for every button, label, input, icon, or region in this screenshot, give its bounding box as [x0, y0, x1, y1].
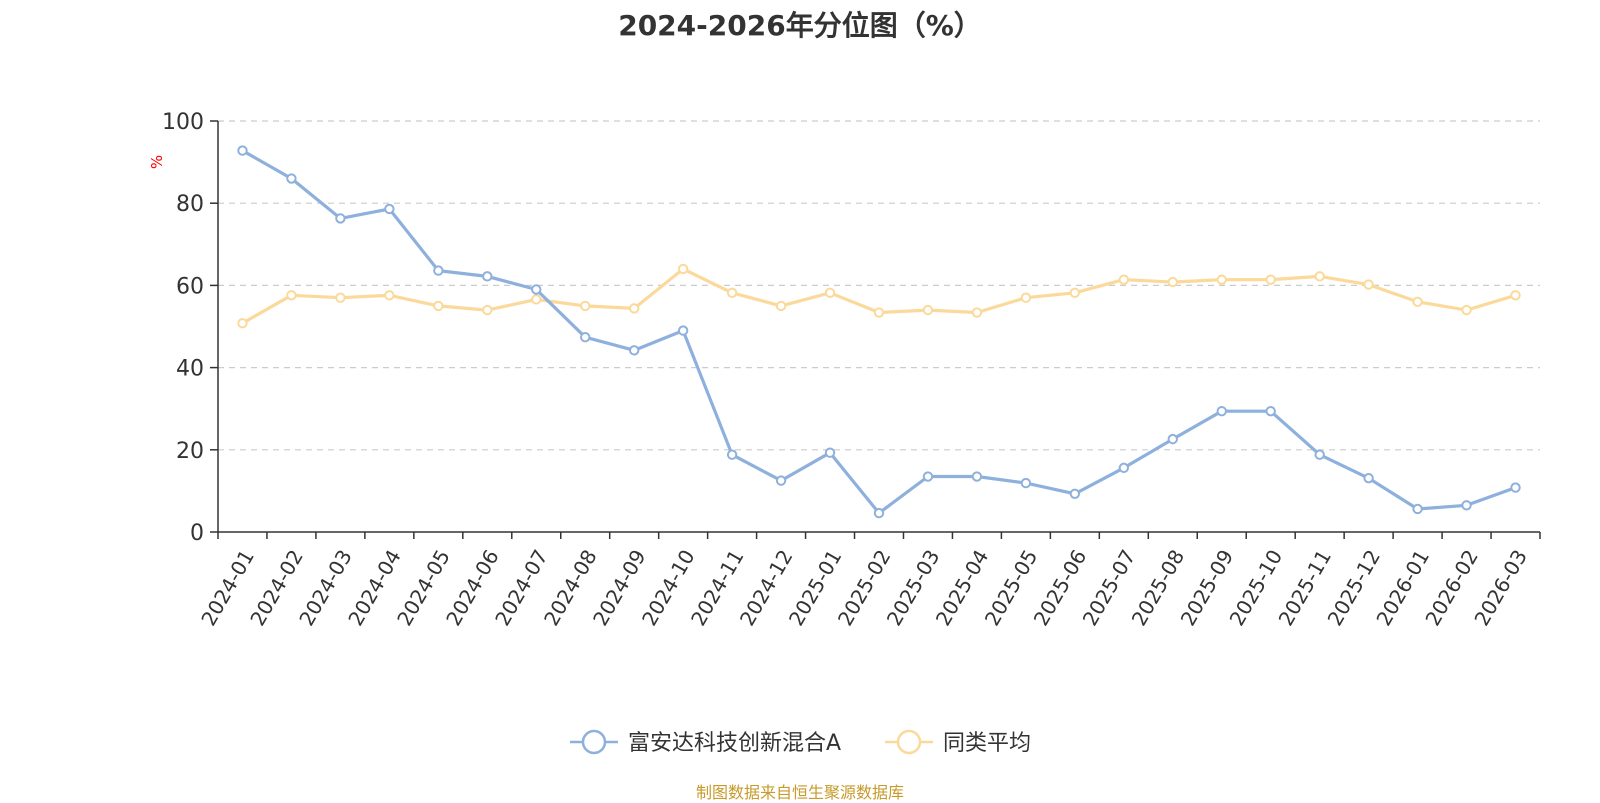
- legend-label: 同类平均: [943, 731, 1031, 756]
- data-point[interactable]: [384, 203, 395, 215]
- y-tick-label: 60: [176, 274, 204, 299]
- data-point[interactable]: [1461, 304, 1472, 316]
- data-point[interactable]: [1216, 405, 1227, 417]
- series-0: [237, 145, 1521, 519]
- data-point[interactable]: [237, 145, 248, 156]
- data-point[interactable]: [1265, 274, 1276, 285]
- y-tick-label: 20: [176, 439, 204, 464]
- data-point[interactable]: [286, 290, 297, 301]
- legend[interactable]: 富安达科技创新混合A 同类平均: [570, 729, 1031, 756]
- data-point[interactable]: [775, 475, 787, 486]
- chart-title: 2024-2026年分位图（%）: [618, 9, 982, 42]
- data-point[interactable]: [384, 290, 395, 301]
- data-point[interactable]: [1216, 274, 1227, 285]
- legend-marker-icon: [581, 729, 607, 755]
- y-tick-label: 100: [162, 110, 204, 135]
- data-point[interactable]: [824, 287, 836, 298]
- data-point[interactable]: [1363, 472, 1374, 484]
- data-point[interactable]: [971, 307, 983, 318]
- data-point[interactable]: [335, 292, 346, 303]
- legend-marker-icon: [896, 729, 922, 755]
- data-point[interactable]: [1118, 462, 1130, 474]
- y-tick-label: 80: [176, 192, 204, 217]
- legend-item[interactable]: 同类平均: [885, 729, 1031, 756]
- axes: [210, 120, 1541, 539]
- data-point[interactable]: [873, 507, 885, 519]
- legend-label: 富安达科技创新混合A: [628, 731, 841, 756]
- data-point[interactable]: [1265, 405, 1276, 417]
- data-point[interactable]: [1314, 271, 1325, 282]
- y-tick-label: 40: [176, 357, 204, 382]
- data-point[interactable]: [1314, 449, 1325, 460]
- data-point[interactable]: [1167, 433, 1178, 445]
- data-point[interactable]: [1069, 287, 1081, 298]
- data-point[interactable]: [482, 271, 493, 282]
- data-point[interactable]: [1020, 292, 1032, 303]
- data-point[interactable]: [1510, 290, 1521, 301]
- grid-lines: [218, 120, 1540, 451]
- data-point[interactable]: [1510, 482, 1521, 493]
- data-point[interactable]: [873, 307, 885, 318]
- data-point[interactable]: [237, 318, 248, 329]
- data-point[interactable]: [433, 265, 444, 276]
- data-point[interactable]: [531, 294, 542, 305]
- data-point[interactable]: [433, 300, 444, 312]
- data-point[interactable]: [1461, 500, 1472, 511]
- data-point[interactable]: [677, 263, 689, 275]
- data-point[interactable]: [580, 331, 591, 343]
- data-point[interactable]: [1412, 296, 1423, 308]
- data-point[interactable]: [1020, 477, 1032, 489]
- data-point[interactable]: [726, 287, 738, 298]
- data-point[interactable]: [580, 300, 591, 312]
- data-point[interactable]: [922, 304, 934, 316]
- data-point[interactable]: [1167, 276, 1178, 288]
- data-point[interactable]: [628, 303, 640, 314]
- y-axis-ticks: 0 20 40 60 80 100: [162, 110, 204, 546]
- data-point[interactable]: [286, 173, 297, 184]
- data-point[interactable]: [1412, 503, 1423, 515]
- data-point[interactable]: [775, 300, 787, 312]
- data-point[interactable]: [531, 284, 542, 295]
- data-point[interactable]: [335, 213, 346, 224]
- data-point[interactable]: [824, 447, 836, 458]
- series-1: [237, 263, 1521, 329]
- data-point[interactable]: [677, 325, 689, 336]
- series-layer: [237, 145, 1521, 519]
- y-tick-label: 0: [190, 521, 204, 546]
- data-point[interactable]: [1363, 279, 1374, 290]
- series-line: [240, 149, 1518, 515]
- data-point[interactable]: [1118, 274, 1130, 285]
- source-note: 制图数据来自恒生聚源数据库: [695, 783, 904, 802]
- legend-item[interactable]: 富安达科技创新混合A: [570, 729, 841, 756]
- data-point[interactable]: [1069, 488, 1081, 499]
- data-point[interactable]: [726, 449, 738, 460]
- data-point[interactable]: [922, 471, 934, 482]
- data-point[interactable]: [971, 471, 983, 482]
- data-point[interactable]: [628, 345, 640, 356]
- x-axis-ticks: 2024-012024-022024-032024-042024-052024-…: [196, 546, 1532, 630]
- data-point[interactable]: [482, 304, 493, 316]
- y-axis-label: %: [148, 155, 166, 169]
